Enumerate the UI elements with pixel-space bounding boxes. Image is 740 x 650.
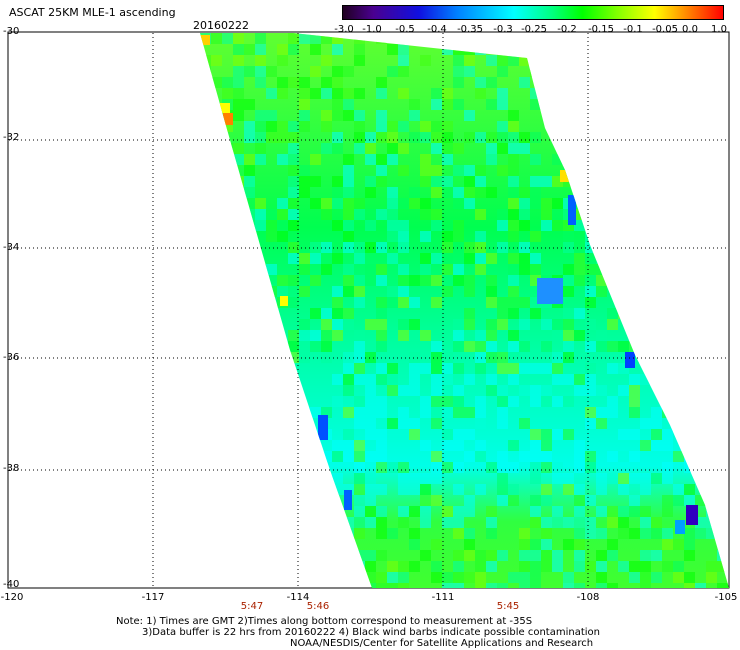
lat-label: -36	[3, 352, 20, 363]
colorbar-tick: -0.2	[557, 24, 577, 35]
colorbar-tick: -0.3	[493, 24, 513, 35]
note-line-3: NOAA/NESDIS/Center for Satellite Applica…	[290, 638, 594, 649]
lat-label: -40	[3, 579, 20, 590]
lat-label: -34	[3, 242, 20, 253]
note-line-1: Note: 1) Times are GMT 2)Times along bot…	[116, 616, 533, 627]
colorbar-tick: -0.5	[395, 24, 415, 35]
colorbar-tick: 0.0	[682, 24, 698, 35]
colorbar-tick: -0.25	[521, 24, 547, 35]
lon-label: -108	[576, 592, 600, 603]
data-swath	[200, 33, 729, 588]
product-title: ASCAT 25KM MLE-1 ascending	[9, 6, 176, 19]
time-label: 5:47	[240, 601, 264, 612]
colorbar-tick: -0.05	[652, 24, 678, 35]
map-frame	[7, 31, 730, 589]
time-label: 5:46	[306, 601, 330, 612]
lat-label: -30	[3, 26, 20, 37]
lon-label: -111	[431, 592, 455, 603]
colorbar-tick: -1.0	[362, 24, 382, 35]
colorbar-tick: -3.0	[334, 24, 354, 35]
lon-label: -120	[0, 592, 24, 603]
colorbar-tick: -0.35	[457, 24, 483, 35]
time-label: 5:45	[496, 601, 520, 612]
lat-label: -32	[3, 132, 20, 143]
lat-label: -38	[3, 463, 20, 474]
colorbar	[342, 5, 724, 20]
colorbar-tick: -0.4	[427, 24, 447, 35]
product-date: 20160222	[193, 19, 249, 32]
grid-lines	[9, 33, 728, 588]
colorbar-tick: -0.15	[588, 24, 614, 35]
lon-label: -117	[141, 592, 165, 603]
lon-label: -105	[714, 592, 738, 603]
colorbar-tick: 1.0	[711, 24, 727, 35]
lon-label: -114	[286, 592, 310, 603]
colorbar-tick: -0.1	[623, 24, 643, 35]
note-line-2: 3)Data buffer is 22 hrs from 20160222 4)…	[142, 627, 600, 638]
